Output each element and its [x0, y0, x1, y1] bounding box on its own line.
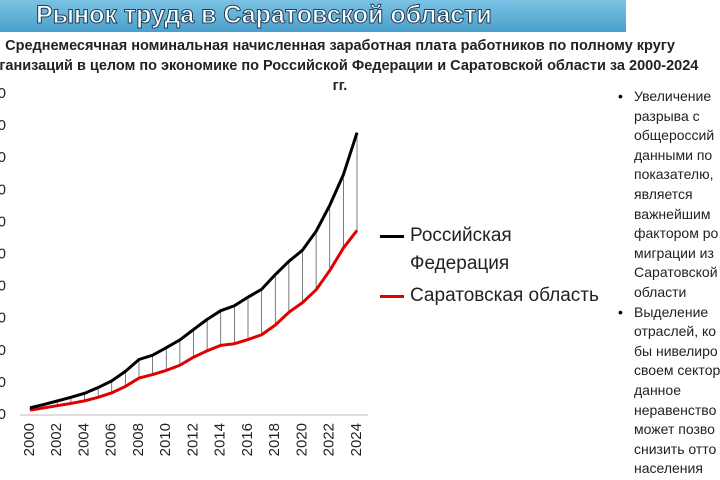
bullet-dot: • [618, 303, 623, 320]
chart-subtitle: организаций в целом по экономике по Росс… [0, 58, 699, 74]
y-tick-label: 60000 [0, 213, 6, 230]
y-tick-label: 40000 [0, 278, 6, 295]
y-tick-label: 10000 [0, 374, 6, 391]
bullet-text: своем сектор [634, 362, 720, 379]
bullet-text: данное [634, 382, 681, 398]
bullet-text: фактором ро [634, 225, 719, 242]
bullet-text: снизить отто [634, 440, 717, 457]
chart-subtitle: Среднемесячная номинальная начисленная з… [5, 38, 675, 54]
bullet-text: может позво [634, 421, 715, 438]
series-line [29, 229, 359, 412]
bullet-text: населения [634, 460, 703, 477]
y-tick-label: 0 [0, 406, 6, 423]
x-tick-label: 2022 [321, 423, 338, 456]
bullet-text: важнейшим [634, 205, 711, 222]
legend-label: Саратовская область [410, 285, 599, 306]
bullet-text: показателю, [634, 166, 714, 183]
x-tick-label: 2002 [48, 423, 65, 456]
x-tick-label: 2012 [184, 423, 201, 456]
title-banner: Рынок труда в Саратовской области [0, 0, 626, 32]
y-tick-label: 100000 [0, 85, 6, 102]
x-tick-label: 2014 [212, 423, 229, 456]
bullet-text: Увеличение [634, 88, 712, 104]
series-line [29, 132, 359, 410]
x-tick-label: 2018 [266, 423, 283, 456]
bullet-text: миграции из [634, 244, 714, 261]
bullet-text: неравенство [634, 401, 717, 418]
bullet-text: Выделение [634, 303, 709, 320]
bullet-text: бы нивелиро [634, 342, 718, 359]
bullet-text: является [634, 186, 693, 202]
x-tick-label: 2016 [239, 423, 256, 456]
y-tick-label: 20000 [0, 342, 6, 359]
y-tick-label: 30000 [0, 310, 6, 327]
bullet-text: разрыва с [634, 107, 700, 124]
bullet-text: данными по [634, 146, 713, 163]
x-tick-label: 2010 [157, 423, 174, 456]
y-tick-label: 70000 [0, 181, 6, 198]
y-tick-label: 50000 [0, 245, 6, 262]
y-tick-label: 90000 [0, 117, 6, 134]
x-tick-label: 2008 [130, 423, 147, 456]
legend-key [380, 235, 404, 238]
chart-subtitle: гг. [332, 78, 348, 94]
x-tick-label: 2020 [293, 423, 310, 456]
bullet-text: отраслей, ко [634, 323, 717, 340]
x-tick-label: 2000 [21, 423, 38, 456]
bullet-text: области [634, 284, 687, 300]
y-tick-label: 80000 [0, 149, 6, 166]
bullet-dot: • [618, 88, 623, 104]
x-tick-label: 2024 [348, 423, 365, 456]
legend-label: Российская Федерация [410, 225, 512, 274]
slide-title: Рынок труда в Саратовской области [36, 1, 493, 30]
bullet-text: общероссий [634, 127, 715, 144]
legend-key [380, 295, 404, 298]
bullet-text: Саратовской [634, 264, 718, 281]
x-tick-label: 2006 [103, 423, 120, 456]
x-tick-label: 2004 [75, 423, 92, 456]
